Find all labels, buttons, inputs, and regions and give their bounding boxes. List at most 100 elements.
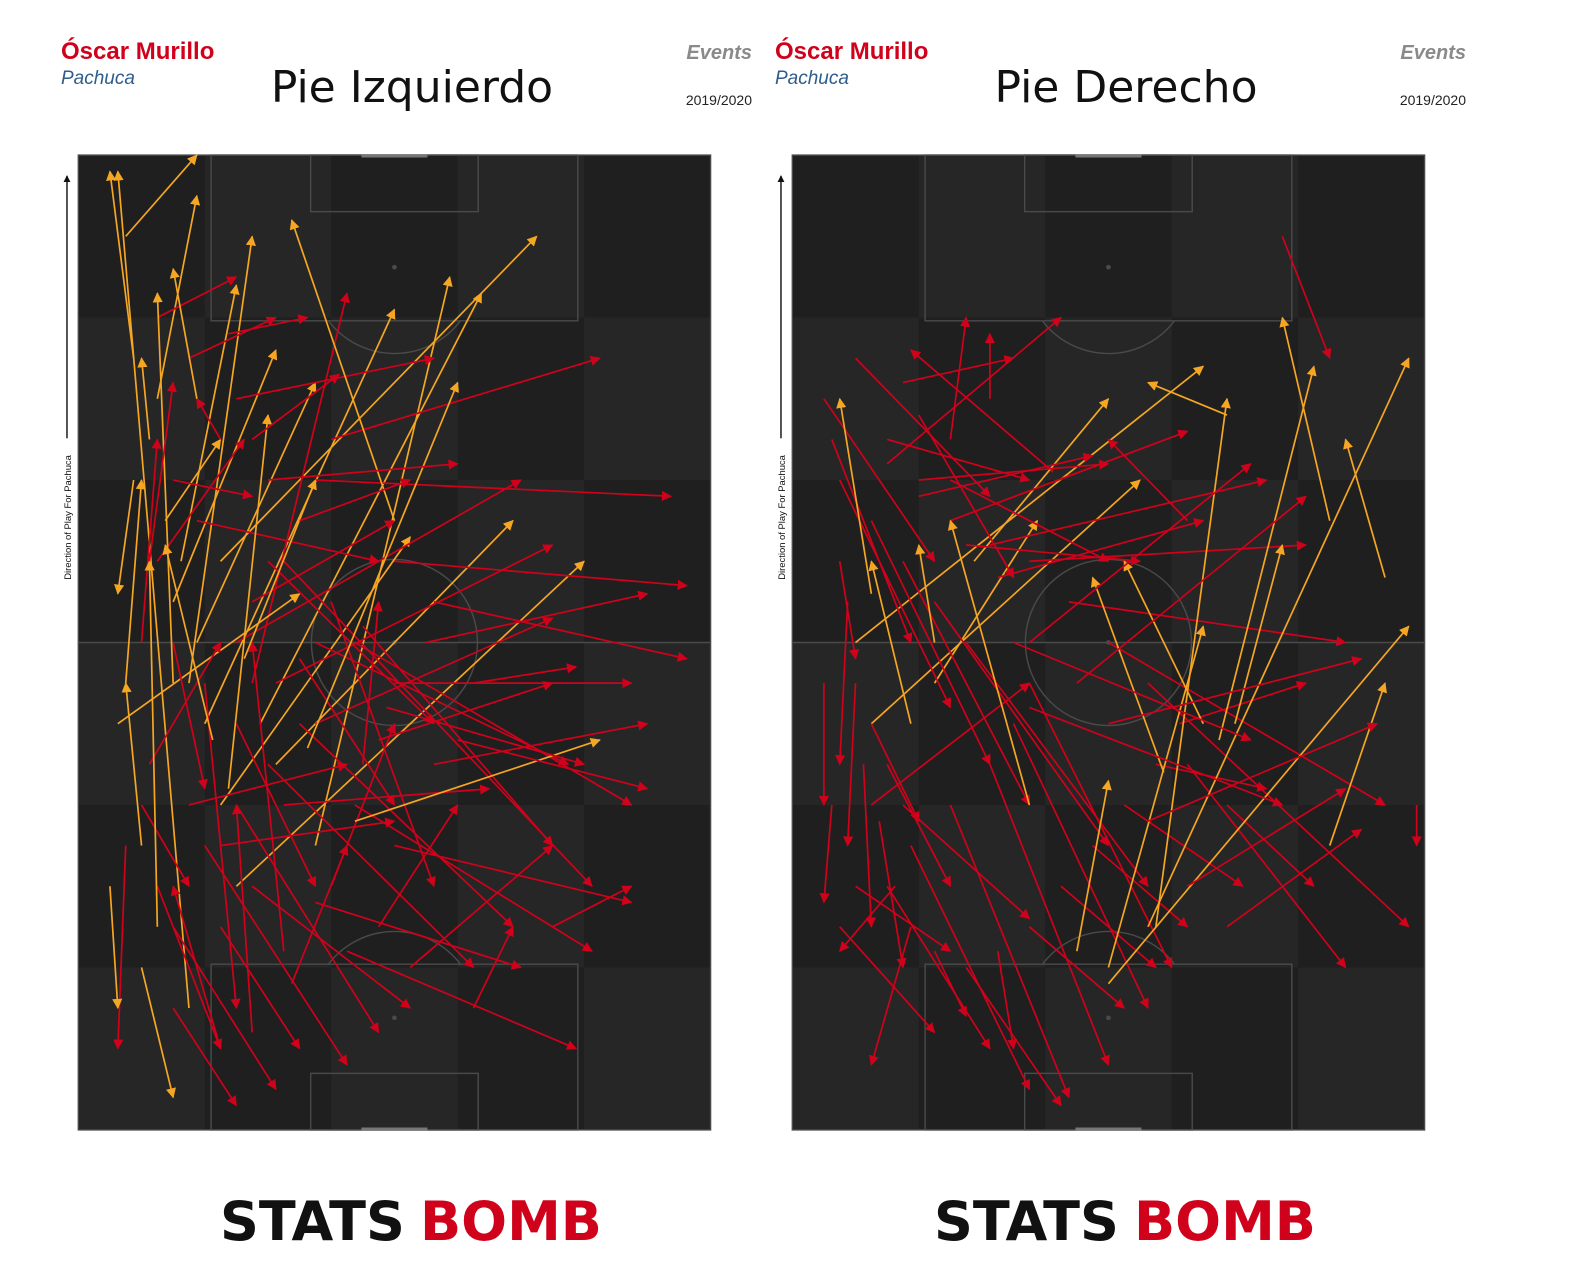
- pitch-zone: [918, 480, 1046, 643]
- pass-arrow: [838, 479, 952, 709]
- pass-arrow: [910, 349, 1054, 473]
- pass-arrow: [315, 617, 554, 725]
- high-pass-arrow: [156, 194, 201, 399]
- pitch-zone: [584, 967, 712, 1131]
- high-pass-arrow: [203, 308, 396, 725]
- pass-arrow: [842, 683, 857, 847]
- high-pass-arrow: [227, 414, 273, 789]
- high-pass-arrow: [124, 479, 146, 684]
- pass-arrow: [156, 438, 245, 562]
- pass-arrow: [394, 844, 633, 906]
- high-pass-arrow: [140, 967, 176, 1099]
- pass-arrow: [1028, 463, 1252, 644]
- pitch-zone: [1171, 967, 1299, 1131]
- pitch-zone: [204, 642, 332, 806]
- pass-arrow: [172, 642, 208, 790]
- pass-arrow: [140, 804, 190, 888]
- pass-arrow: [472, 925, 514, 1009]
- pitch-zone: [331, 155, 459, 319]
- high-pass-arrow: [1155, 397, 1231, 927]
- team-name: Pachuca: [61, 68, 135, 89]
- pass-arrow: [1108, 641, 1386, 806]
- pitch-zone: [204, 317, 332, 481]
- high-pass-arrow: [314, 275, 453, 846]
- pass-arrow: [113, 845, 127, 1050]
- pitch-zone: [918, 155, 1046, 319]
- pass-arrow: [918, 414, 1015, 579]
- pitch-zone: [457, 155, 585, 319]
- pass-arrow: [1029, 540, 1308, 563]
- pitch-zone: [792, 642, 920, 806]
- right-panel: Óscar Murillo Pachuca Pie Derecho Events…: [766, 0, 1486, 1286]
- pass-arrow: [918, 452, 1094, 498]
- pass-arrow: [196, 519, 380, 565]
- pass-arrow: [188, 761, 349, 806]
- chart-title: Pie Izquierdo: [270, 62, 554, 113]
- pass-arrow: [299, 723, 514, 928]
- pass-arrow: [394, 560, 688, 590]
- pass-arrow: [188, 316, 277, 359]
- pitch-zone: [792, 967, 920, 1131]
- pass-arrow: [950, 429, 1189, 522]
- left-panel: Óscar Murillo Pachuca Pie Izquierdo Even…: [52, 0, 772, 1286]
- pass-arrow: [172, 926, 277, 1091]
- high-pass-arrow: [354, 738, 601, 823]
- high-pass-arrow: [1218, 365, 1317, 741]
- pitch: Direction of Play For Pachuca: [776, 154, 1426, 1131]
- penalty-spot-top: [1106, 264, 1111, 270]
- high-pass-arrow: [1075, 779, 1112, 952]
- logo-text-bomb: BOMB: [1134, 1192, 1314, 1248]
- pass-arrow: [377, 804, 459, 928]
- pass-arrow: [140, 438, 162, 643]
- pass-arrow: [902, 560, 1031, 806]
- pass-arrow: [1123, 804, 1244, 887]
- pass-arrow: [1068, 601, 1347, 647]
- high-pass-arrow: [259, 292, 483, 725]
- player-name: Óscar Murillo: [61, 38, 215, 65]
- pass-arrow: [196, 397, 222, 440]
- penalty-arc-bottom: [327, 930, 462, 965]
- pass-arrow: [172, 479, 254, 500]
- pitch-zone: [1298, 967, 1426, 1131]
- pitch-zone: [1171, 317, 1299, 481]
- pass-arrow: [835, 601, 849, 766]
- pitch-zone: [584, 480, 712, 643]
- high-pass-arrow: [109, 886, 123, 1010]
- pass-arrow: [330, 355, 601, 441]
- penalty-spot-bottom: [1106, 1015, 1111, 1021]
- pass-arrows: [106, 154, 688, 1107]
- pass-arrow: [1281, 236, 1332, 360]
- pass-arrow: [378, 681, 554, 741]
- pass-arrow: [235, 804, 380, 1034]
- high-pass-arrow: [275, 519, 514, 765]
- player-name: Óscar Murillo: [775, 38, 929, 65]
- pitch-zone: [457, 317, 585, 481]
- pass-arrow: [831, 439, 913, 644]
- high-pass-arrow: [1328, 682, 1387, 846]
- pass-arrow: [1187, 787, 1347, 887]
- pass-arrow: [949, 479, 1110, 563]
- chart-title: Pie Derecho: [994, 62, 1258, 113]
- high-pass-arrow: [125, 154, 198, 237]
- pass-arrow: [330, 722, 396, 887]
- events-label: Events: [686, 42, 752, 64]
- pitch-zone: [584, 155, 712, 319]
- team-name: Pachuca: [775, 68, 849, 89]
- pass-arrow: [1186, 763, 1347, 969]
- pitch-zone: [1298, 804, 1426, 968]
- high-pass-arrow: [106, 170, 135, 359]
- pitch-zone: [1298, 480, 1426, 643]
- pitch-zone: [1298, 155, 1426, 319]
- pass-arrow: [949, 804, 1071, 1099]
- pass-arrow: [156, 276, 238, 319]
- pass-arrow: [433, 720, 649, 766]
- pass-arrow: [425, 590, 649, 644]
- pass-arrow: [552, 885, 633, 928]
- pass-arrow: [228, 314, 309, 335]
- pass-arrow: [220, 817, 396, 847]
- pass-arrow: [433, 601, 688, 662]
- pass-arrow: [362, 625, 554, 847]
- pass-arrow: [902, 804, 1031, 920]
- pass-arrow: [868, 926, 912, 1066]
- high-pass-arrow: [1234, 544, 1285, 724]
